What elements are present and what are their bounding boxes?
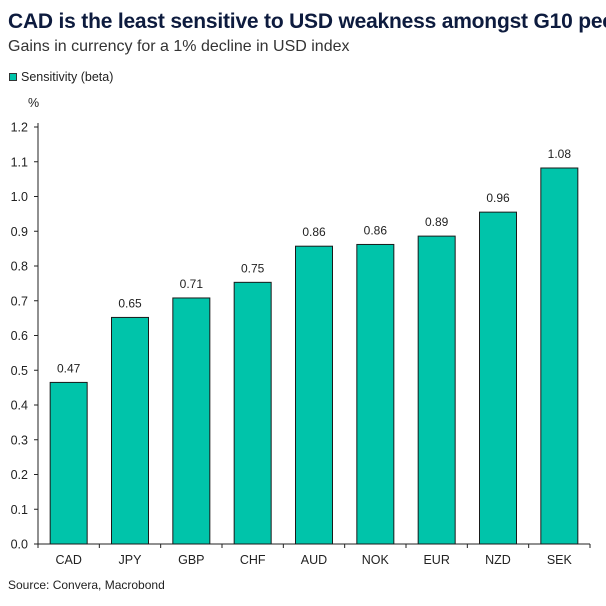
y-tick-label: 1.0 (11, 190, 28, 204)
y-tick-label: 0.8 (11, 260, 28, 274)
legend-label: Sensitivity (beta) (21, 70, 114, 84)
x-axis: CAD JPY GBP CHF AUD NOK EUR NZD SEK (37, 543, 591, 567)
y-tick-label: 0.7 (11, 294, 28, 308)
legend-swatch (9, 73, 17, 81)
x-tick-label: GBP (178, 553, 204, 567)
y-axis: 0.0 0.1 0.2 0.3 0.4 0.5 0.6 0.7 0.8 0.9 1.0 1.1 1.2 (11, 121, 39, 552)
y-tick-label: 1.1 (11, 155, 28, 169)
x-tick-label: JPY (119, 553, 143, 567)
x-tick-label: NOK (362, 553, 390, 567)
y-tick-label: 0.4 (11, 399, 28, 413)
bar-value-label: 1.08 (548, 147, 572, 161)
y-tick-label: 0.1 (11, 503, 28, 517)
x-tick-label: CAD (55, 553, 81, 567)
bar-value-label: 0.47 (57, 361, 81, 375)
bar-value-label: 0.96 (486, 191, 510, 205)
bar-value-label: 0.71 (180, 277, 204, 291)
y-tick-label: 0.0 (11, 538, 28, 552)
bar (111, 316, 149, 545)
bar-value-label: 0.86 (364, 223, 388, 237)
bar (479, 211, 517, 545)
bar (172, 297, 211, 545)
bars: 0.47 0.65 0.71 0.75 0.86 0.86 0.89 0.96 1.08 (49, 147, 579, 545)
source-note: Source: Convera, Macrobond (8, 578, 165, 592)
bar-value-label: 0.86 (302, 225, 326, 239)
bar (49, 381, 88, 545)
x-tick-label: NZD (485, 553, 511, 567)
bar (540, 167, 579, 545)
x-tick-label: AUD (301, 553, 327, 567)
chart-subtitle: Gains in currency for a 1% decline in US… (8, 38, 350, 55)
chart-title: CAD is the least sensitive to USD weakne… (8, 10, 606, 33)
y-tick-label: 0.6 (11, 329, 28, 343)
bar (295, 245, 333, 545)
bar-value-label: 0.89 (425, 215, 449, 229)
y-axis-unit: % (28, 96, 40, 110)
y-tick-label: 0.2 (11, 468, 28, 482)
y-tick-label: 0.5 (11, 364, 28, 378)
bar (233, 281, 272, 545)
x-tick-label: EUR (423, 553, 449, 567)
bar (356, 243, 395, 545)
bar-value-label: 0.65 (118, 296, 142, 310)
y-tick-label: 0.9 (11, 225, 28, 239)
bar-value-label: 0.75 (241, 261, 265, 275)
legend: Sensitivity (beta) (9, 70, 113, 84)
bar (417, 235, 456, 545)
y-tick-label: 1.2 (11, 121, 28, 135)
y-tick-label: 0.3 (11, 433, 28, 447)
x-tick-label: CHF (240, 553, 266, 567)
x-tick-label: SEK (547, 553, 573, 567)
